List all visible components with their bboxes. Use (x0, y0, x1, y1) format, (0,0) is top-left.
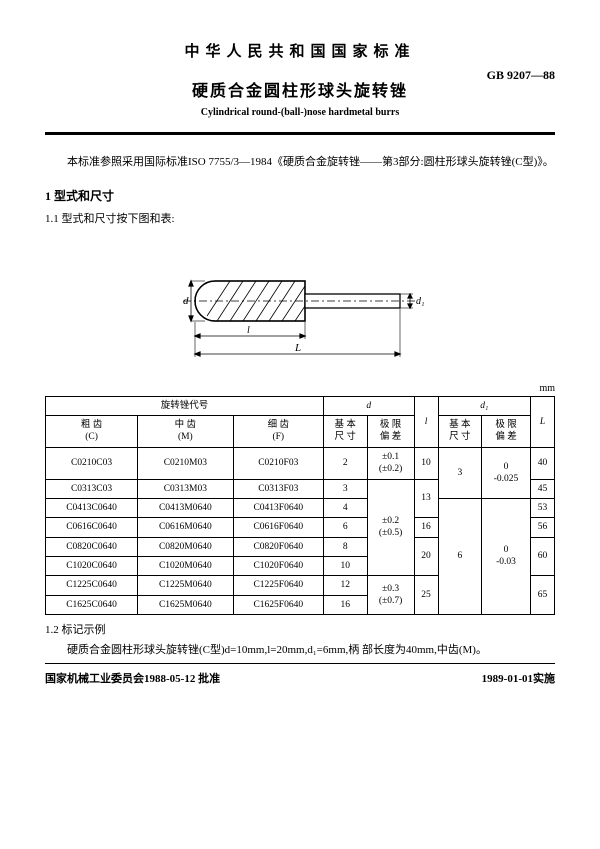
dim-d-label: d (183, 295, 189, 307)
dim-d1-label: d₁ (416, 296, 424, 307)
section-1-2: 1.2 标记示例 (45, 621, 555, 637)
th-d: d (323, 396, 414, 415)
org-title: 中华人民共和国国家标准 (45, 40, 555, 61)
example-text: 硬质合金圆柱形球头旋转锉(C型)d=10mm,l=20mm,d₁=6mm,柄 部… (45, 641, 555, 657)
dim-l-label: l (247, 325, 250, 336)
intro-paragraph: 本标准参照采用国际标准ISO 7755/3—1984《硬质合金旋转锉——第3部分… (45, 153, 555, 173)
dimensions-table: 旋转锉代号 d l d₁ L 粗 齿(C) 中 齿(M) 细 齿(F) 基 本尺… (45, 396, 555, 615)
th-l: l (414, 396, 438, 447)
th-d1: d₁ (438, 396, 530, 415)
th-L: L (530, 396, 554, 447)
th-f: 细 齿(F) (233, 416, 323, 448)
th-m: 中 齿(M) (138, 416, 234, 448)
table-row: C0413C0640C0413M0640C0413F0640 4 60 -0.0… (46, 498, 555, 517)
unit-label: mm (45, 383, 555, 394)
th-d1-basic: 基 本尺 寸 (438, 416, 482, 448)
table-row: C0210C03C0210M03C0210F03 2±0.1 (±0.2) 10… (46, 447, 555, 479)
standard-code: GB 9207—88 (487, 68, 555, 83)
document-header: 中华人民共和国国家标准 GB 9207—88 硬质合金圆柱形球头旋转锉 Cyli… (45, 40, 555, 118)
th-d-basic: 基 本尺 寸 (323, 416, 367, 448)
th-c: 粗 齿(C) (46, 416, 138, 448)
footer-approval: 国家机械工业委员会1988-05-12 批准 (45, 670, 220, 686)
technical-diagram: d d₁ l L (45, 246, 555, 369)
dim-L-label: L (294, 342, 301, 354)
title-english: Cylindrical round-(ball-)nose hardmetal … (45, 107, 555, 118)
footer-effective: 1989-01-01实施 (482, 670, 555, 686)
th-code-span: 旋转锉代号 (46, 396, 324, 415)
th-d1-tol: 极 限偏 差 (482, 416, 531, 448)
th-d-tol: 极 限偏 差 (367, 416, 414, 448)
section-1-heading: 1 型式和尺寸 (45, 187, 555, 204)
title-chinese: 硬质合金圆柱形球头旋转锉 (45, 77, 555, 101)
section-1-1: 1.1 型式和尺寸按下图和表: (45, 210, 555, 226)
separator-thick (45, 132, 555, 135)
separator-thin (45, 663, 555, 664)
footer: 国家机械工业委员会1988-05-12 批准 1989-01-01实施 (45, 670, 555, 686)
